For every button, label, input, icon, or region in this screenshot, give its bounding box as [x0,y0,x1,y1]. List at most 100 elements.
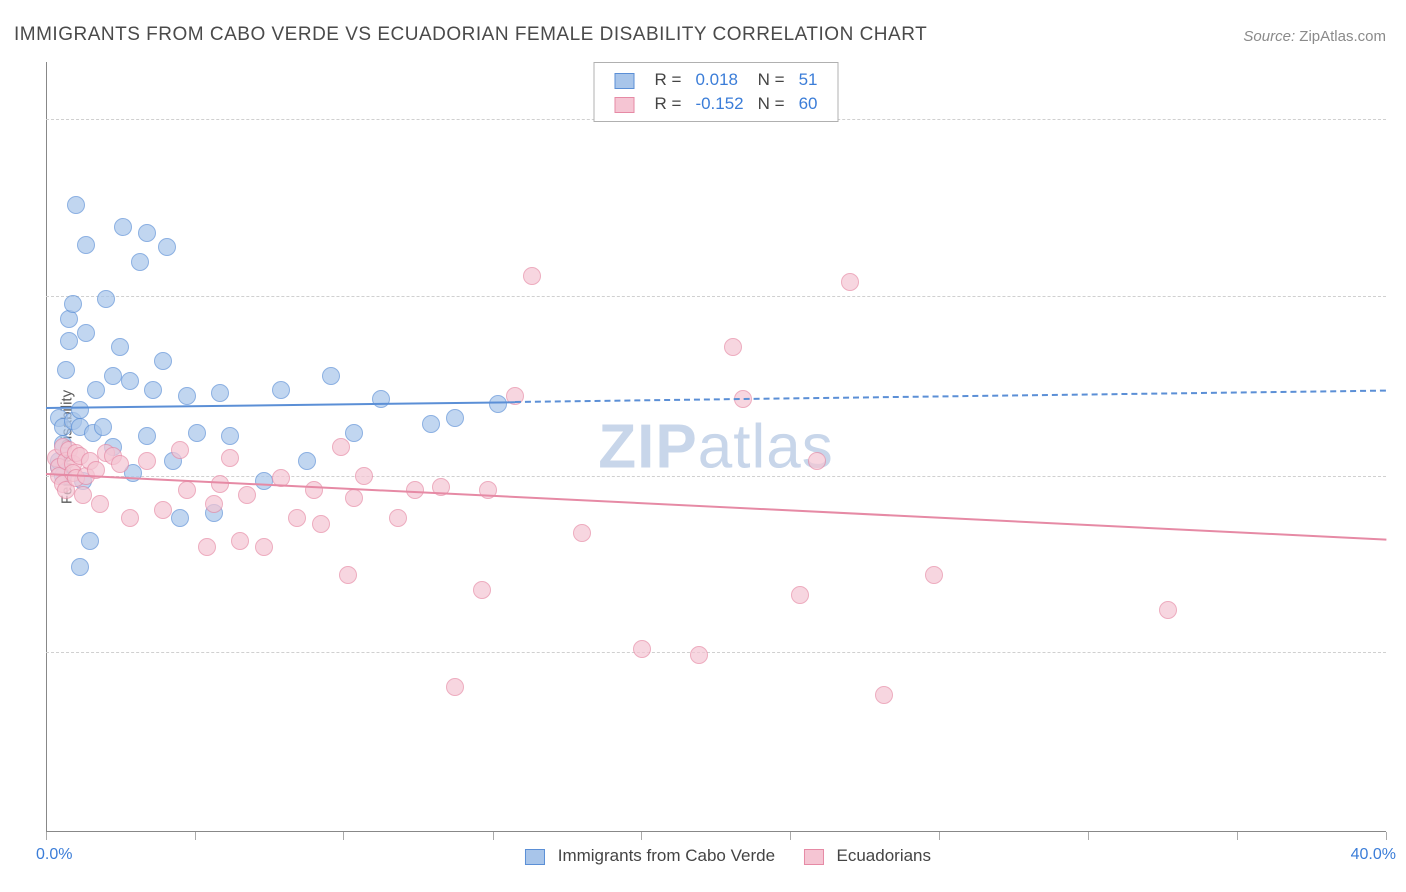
scatter-point [345,424,363,442]
scatter-point [111,338,129,356]
x-tick [1088,832,1089,840]
scatter-point [131,253,149,271]
x-tick [641,832,642,840]
source-value: ZipAtlas.com [1299,28,1386,45]
scatter-point [446,678,464,696]
legend-row-series2: R = -0.152 N = 60 [609,93,824,115]
scatter-point [339,566,357,584]
x-tick [1237,832,1238,840]
scatter-point [808,452,826,470]
scatter-point [355,467,373,485]
x-min-label: 0.0% [36,846,72,864]
grid-line [46,652,1386,653]
x-tick [939,832,940,840]
scatter-point [288,509,306,527]
scatter-point [171,509,189,527]
source-label: Source: [1243,28,1295,45]
scatter-point [690,646,708,664]
scatter-point [205,495,223,513]
x-tick [493,832,494,840]
scatter-point [489,395,507,413]
trend-line [46,401,515,409]
plot-region: ZIPatlas 6.3%12.5%18.8%25.0% [46,62,1386,832]
scatter-point [144,381,162,399]
r-label-2: R = [649,93,688,115]
scatter-point [60,332,78,350]
scatter-point [841,273,859,291]
scatter-point [71,558,89,576]
scatter-point [121,509,139,527]
scatter-point [255,538,273,556]
scatter-point [77,324,95,342]
scatter-point [238,486,256,504]
scatter-point [104,367,122,385]
chart-area: Female Disability ZIPatlas 6.3%12.5%18.8… [46,62,1386,832]
scatter-point [633,640,651,658]
scatter-point [158,238,176,256]
n-value-1: 51 [793,69,824,91]
scatter-point [925,566,943,584]
x-tick [195,832,196,840]
swatch-series1 [615,73,635,89]
scatter-point [138,452,156,470]
scatter-point [305,481,323,499]
n-label-1: N = [752,69,791,91]
trend-line [515,390,1386,403]
scatter-point [154,352,172,370]
scatter-point [138,427,156,445]
r-value-1: 0.018 [689,69,749,91]
x-tick [46,832,47,840]
legend-correlation-box: R = 0.018 N = 51 R = -0.152 N = 60 [594,62,839,122]
scatter-point [255,472,273,490]
n-label-2: N = [752,93,791,115]
watermark: ZIPatlas [598,412,833,483]
scatter-point [77,236,95,254]
scatter-point [1159,601,1177,619]
scatter-point [422,415,440,433]
scatter-point [473,581,491,599]
scatter-point [332,438,350,456]
scatter-point [188,424,206,442]
scatter-point [114,218,132,236]
trend-line [46,473,1386,541]
scatter-point [791,586,809,604]
chart-title: IMMIGRANTS FROM CABO VERDE VS ECUADORIAN… [14,24,927,46]
x-tick [1386,832,1387,840]
scatter-point [178,481,196,499]
scatter-point [875,686,893,704]
scatter-point [446,409,464,427]
scatter-point [573,524,591,542]
source-attribution: Source: ZipAtlas.com [1243,28,1386,45]
scatter-point [154,501,172,519]
x-tick [790,832,791,840]
scatter-point [221,427,239,445]
legend-series-names: Immigrants from Cabo Verde Ecuadorians [501,846,931,866]
scatter-point [389,509,407,527]
watermark-bold: ZIP [598,413,697,482]
x-axis-line [46,831,1386,832]
scatter-point [221,449,239,467]
r-label-1: R = [649,69,688,91]
scatter-point [298,452,316,470]
scatter-point [724,338,742,356]
scatter-point [87,381,105,399]
scatter-point [91,495,109,513]
scatter-point [211,384,229,402]
x-tick [343,832,344,840]
series2-name: Ecuadorians [837,846,932,865]
scatter-point [74,486,92,504]
scatter-point [198,538,216,556]
scatter-point [71,401,89,419]
scatter-point [67,196,85,214]
scatter-point [178,387,196,405]
r-value-2: -0.152 [689,93,749,115]
swatch-series2 [615,97,635,113]
watermark-light: atlas [698,413,834,482]
scatter-point [211,475,229,493]
grid-line [46,296,1386,297]
scatter-point [231,532,249,550]
grid-line [46,476,1386,477]
series1-name: Immigrants from Cabo Verde [558,846,775,865]
scatter-point [81,532,99,550]
scatter-point [97,290,115,308]
